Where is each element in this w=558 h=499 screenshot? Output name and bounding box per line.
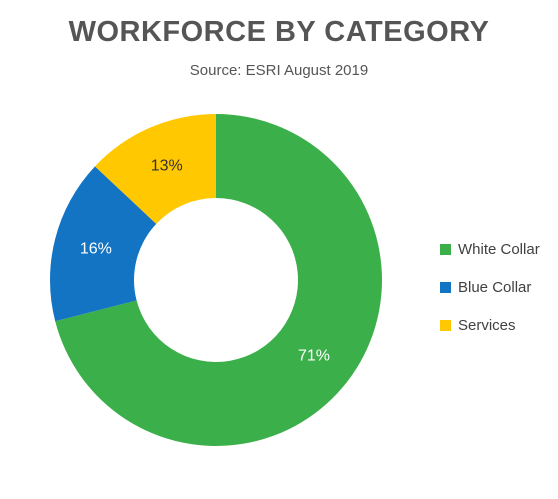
slice-label-services: 13% [151, 158, 183, 175]
legend-item-services: Services [440, 306, 540, 344]
legend-label-white-collar: White Collar [458, 240, 540, 258]
legend-label-blue-collar: Blue Collar [458, 278, 532, 296]
legend-swatch-white-collar [440, 243, 451, 255]
chart-title: WORKFORCE BY CATEGORY [68, 16, 490, 48]
legend-item-white-collar: White Collar [440, 230, 540, 268]
chart-subtitle: Source: ESRI August 2019 [189, 62, 369, 79]
slice-blue-collar [50, 166, 157, 322]
slice-label-white-collar: 71% [298, 348, 330, 365]
legend-item-blue-collar: Blue Collar [440, 268, 540, 306]
slice-white-collar [55, 114, 382, 446]
slice-label-blue-collar: 16% [80, 241, 112, 258]
legend-label-services: Services [458, 316, 516, 334]
slice-services [94, 113, 216, 224]
legend: White Collar Blue Collar Services [440, 230, 540, 344]
legend-swatch-blue-collar [440, 281, 451, 293]
legend-swatch-services [440, 319, 451, 331]
